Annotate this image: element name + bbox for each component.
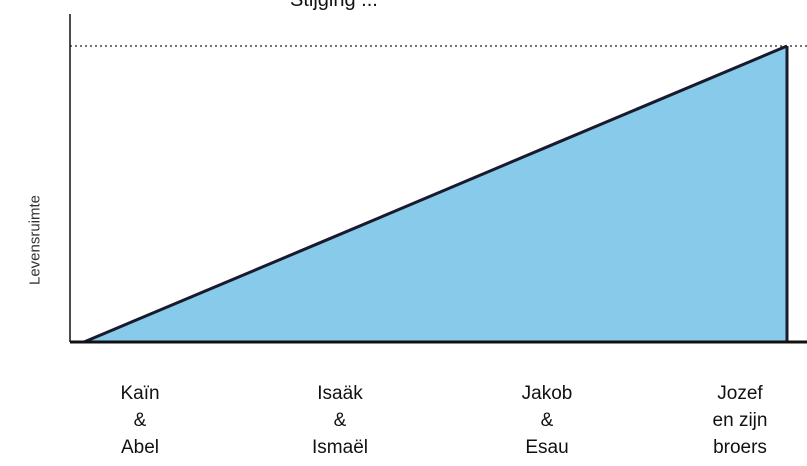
x-tick-label-line: Esau xyxy=(525,437,569,458)
x-tick-label: Isaäk & Ismaël xyxy=(270,380,410,461)
x-tick-label-line: Jakob xyxy=(521,383,573,404)
x-tick-label-line: Abel xyxy=(120,437,160,458)
series-line xyxy=(83,44,788,344)
x-tick-label-line: Jozef xyxy=(717,383,763,404)
x-tick-label-line: en zijn xyxy=(712,410,768,431)
x-tick-label-line: Kaïn xyxy=(120,383,160,404)
x-tick-label: Kaïn & Abel xyxy=(70,380,210,461)
x-tick-label-line: broers xyxy=(713,437,767,458)
y-axis-label: Levensruimte xyxy=(26,194,44,286)
x-tick-label-line: & xyxy=(133,410,147,431)
chart-title: Stijging ... xyxy=(290,0,378,11)
x-tick-label-line: Ismaël xyxy=(312,437,368,458)
x-tick-label: Jakob & Esau xyxy=(477,380,617,461)
x-tick-label: Jozef en zijn broers xyxy=(670,380,807,461)
x-tick-label-line: Isaäk xyxy=(317,383,363,404)
x-tick-label-line: & xyxy=(540,410,554,431)
x-tick-label-line: & xyxy=(333,410,347,431)
